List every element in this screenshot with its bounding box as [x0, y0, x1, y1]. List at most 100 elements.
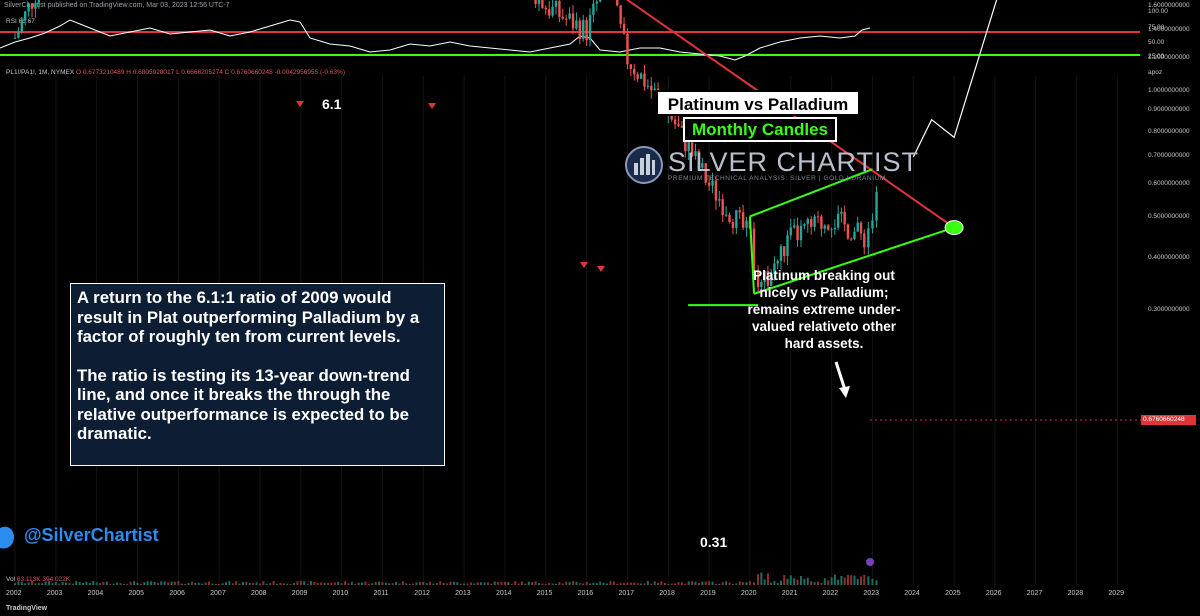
tradingview-logo: TradingView [6, 605, 48, 612]
commentary-paragraph-2: The ratio is testing its 13-year down-tr… [77, 365, 410, 444]
volume-bar [770, 582, 773, 585]
volume-bar [398, 583, 401, 585]
volume-bar [235, 581, 238, 585]
candle-body [619, 5, 622, 24]
volume-bar [446, 583, 449, 585]
volume-bar [357, 582, 360, 585]
volume-bar [224, 582, 227, 585]
volume-bar [670, 583, 673, 585]
volume-bar [146, 581, 149, 585]
volume-bar [37, 583, 40, 585]
symbol-label: PL1!/PA1!, 1M, NYMEX O 0.6773210489 H 0.… [6, 69, 345, 76]
x-tick-label: 2007 [210, 590, 226, 597]
volume-bar [44, 581, 47, 585]
candle-body [643, 73, 646, 87]
twitter-handle: @SilverChartist [24, 525, 159, 545]
candle-body [37, 0, 41, 3]
candle-body [694, 151, 697, 157]
x-tick-label: 2013 [455, 590, 471, 597]
axis-unit: apoz [1148, 69, 1163, 76]
brand-tagline: PREMIUM TECHNICAL ANALYSIS: SILVER | GOL… [668, 175, 886, 182]
volume-bar [364, 581, 367, 585]
volume-bar [497, 582, 500, 585]
candle-body [582, 19, 585, 39]
event-badge-icon [866, 558, 874, 566]
volume-bar [204, 582, 207, 585]
volume-bar [568, 581, 571, 585]
candle-body [551, 6, 554, 16]
volume-bar [238, 583, 241, 585]
volume-bar [816, 581, 819, 585]
volume-bar [626, 582, 629, 585]
candle-body [575, 20, 578, 29]
candle-body [646, 85, 650, 87]
volume-bar [629, 582, 632, 585]
volume-bar [810, 581, 813, 585]
volume-bar [354, 583, 357, 585]
candle-body [592, 3, 595, 15]
volume-bar [714, 583, 717, 585]
volume-bar [517, 583, 520, 585]
volume-bar [401, 581, 404, 585]
volume-bar [241, 581, 244, 585]
volume-bar [843, 577, 846, 585]
volume-bar [548, 582, 551, 585]
volume-bar [167, 582, 170, 585]
candle-body [735, 210, 738, 228]
candle-body [673, 119, 677, 125]
ohlc-values: O 0.6773210489 H 0.6805928017 L 0.666820… [75, 69, 345, 76]
volume-bar [779, 580, 782, 585]
x-tick-label: 2025 [945, 590, 961, 597]
candle-body [697, 151, 701, 168]
volume-bar [616, 583, 619, 585]
y-tick-label: 0.6000000000 [1148, 180, 1190, 188]
candle-body [859, 222, 863, 234]
x-tick-label: 2022 [822, 590, 839, 597]
candle-body [687, 142, 690, 152]
volume-bar [469, 582, 472, 585]
rsi-tick: 100.00 [1148, 8, 1168, 15]
down-marker [428, 103, 436, 109]
volume-bar [748, 581, 751, 585]
candle-body [561, 16, 565, 19]
candle-body [547, 9, 551, 16]
volume-bar [20, 581, 23, 585]
volume-bar [544, 583, 547, 585]
volume-bar [789, 575, 792, 585]
candle-body [650, 85, 653, 91]
candle-body [537, 0, 541, 4]
volume-bar [408, 583, 411, 585]
volume-bar [711, 581, 714, 585]
candle-body [871, 220, 874, 229]
x-tick-label: 2016 [577, 590, 594, 597]
volume-bar [537, 582, 540, 585]
volume-bar [476, 582, 479, 585]
volume-bar [418, 581, 421, 585]
candle-body [588, 14, 592, 41]
volume-bar [466, 583, 469, 585]
volume-bar [650, 583, 653, 585]
volume-bar [65, 582, 68, 585]
volume-bar [296, 581, 299, 585]
volume-bar [180, 583, 183, 585]
x-tick-label: 2010 [332, 590, 349, 597]
volume-bar [701, 581, 704, 585]
volume-bar [582, 583, 585, 585]
volume-bar [333, 582, 336, 585]
volume-bar [820, 582, 823, 585]
volume-bar [340, 583, 343, 585]
volume-bar [677, 582, 680, 585]
candle-body [863, 233, 866, 248]
apex-circle [944, 220, 964, 236]
candle-body [558, 0, 561, 17]
volume-bar [609, 581, 612, 585]
volume-bar [742, 582, 745, 585]
volume-bar [170, 581, 173, 585]
volume-bar [82, 582, 85, 585]
candle-body [544, 7, 547, 10]
volume-bar [507, 582, 510, 585]
candle-body [738, 210, 741, 213]
volume-bar [412, 583, 415, 585]
x-tick-label: 2012 [414, 590, 430, 597]
volume-bar [214, 583, 217, 585]
